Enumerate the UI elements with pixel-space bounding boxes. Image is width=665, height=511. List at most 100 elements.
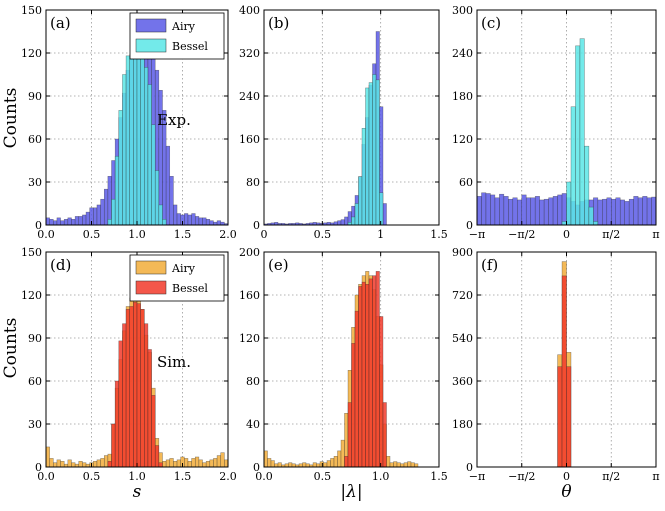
bar-bessel — [118, 340, 123, 468]
bar-bessel — [144, 67, 149, 226]
bar-bessel — [151, 124, 156, 226]
bar-airy — [184, 213, 189, 226]
bar-bessel — [122, 323, 127, 468]
bar-bessel — [147, 84, 152, 226]
bar-airy — [85, 211, 90, 226]
panel-label: (e) — [268, 256, 289, 274]
bar-bessel — [114, 155, 120, 226]
panel-1: 0 0.5 1 1.5 0 80 160 240 320 400 (b) — [239, 4, 448, 241]
bar-airy — [557, 194, 563, 226]
bar-airy — [71, 462, 76, 468]
bar-airy — [202, 217, 207, 226]
bar-bessel — [129, 54, 134, 226]
bar-airy — [326, 460, 331, 468]
x-tick-label: 1 — [377, 228, 384, 241]
bar-airy — [60, 220, 65, 226]
y-tick-label: 120 — [21, 289, 42, 302]
bar-airy — [103, 455, 109, 468]
bar-airy — [49, 458, 54, 468]
x-tick-label: 0.0 — [37, 228, 55, 241]
y-tick-label: 200 — [239, 246, 260, 259]
y-tick-label: 540 — [452, 332, 473, 345]
legend-label: Airy — [171, 20, 196, 33]
bar-airy — [82, 214, 87, 226]
bar-airy — [187, 461, 192, 468]
y-tick-label: 90 — [28, 90, 42, 103]
bar-airy — [165, 145, 171, 226]
x-tick-label: 0 — [563, 228, 570, 241]
bar-airy — [202, 462, 207, 468]
x-tick-label: 0.0 — [37, 470, 55, 483]
bar-airy — [277, 462, 282, 468]
bar-airy — [45, 446, 50, 468]
x-tick-label: −π/2 — [508, 228, 535, 241]
bar-airy — [100, 458, 105, 468]
y-tick-label: 30 — [28, 418, 42, 431]
legend-swatch — [135, 38, 167, 53]
bar-airy — [319, 461, 324, 468]
y-tick-label: 720 — [452, 289, 473, 302]
bar-bessel — [111, 423, 116, 468]
bar-airy — [593, 197, 599, 226]
bar-airy — [78, 461, 83, 468]
plot-frame — [263, 251, 440, 468]
y-tick-label: 240 — [239, 90, 260, 103]
panel-label: (d) — [50, 256, 71, 274]
y-tick-label: 90 — [28, 332, 42, 345]
x-tick-label: 1.0 — [128, 470, 146, 483]
bar-bessel — [162, 219, 167, 226]
bar-bessel — [557, 366, 563, 468]
bar-bessel — [584, 145, 590, 226]
x-tick-label: 2.0 — [219, 470, 237, 483]
bar-airy — [263, 450, 268, 468]
bar-airy — [499, 193, 505, 226]
bar-airy — [340, 219, 345, 226]
bar-bessel — [147, 349, 152, 468]
y-tick-label: 60 — [459, 176, 473, 189]
bar-bessel — [566, 181, 572, 226]
bar-bessel — [151, 395, 156, 468]
bar-bessel — [125, 55, 130, 226]
bar-bessel — [125, 309, 130, 468]
bar-airy — [561, 193, 567, 226]
y-tick-label: 120 — [21, 47, 42, 60]
x-tick-label: 1.5 — [430, 228, 448, 241]
y-tick-label: 60 — [28, 375, 42, 388]
x-tick-label: π — [652, 470, 659, 483]
y-tick-label: 0 — [35, 461, 42, 474]
bar-airy — [67, 217, 72, 226]
bar-bessel — [158, 204, 163, 226]
bar-bessel — [379, 192, 384, 226]
y-tick-label: 320 — [239, 47, 260, 60]
bar-airy — [485, 193, 491, 226]
bar-bessel — [136, 48, 141, 226]
bar-airy — [521, 194, 527, 226]
panel-label: (a) — [50, 14, 71, 32]
x-tick-label: −π — [469, 228, 485, 241]
y-tick-label: 0 — [253, 219, 260, 232]
bar-bessel — [354, 203, 359, 226]
bar-bessel — [566, 366, 572, 468]
bar-bessel — [375, 79, 380, 226]
bar-airy — [56, 459, 61, 468]
bar-bessel — [361, 128, 366, 226]
x-tick-label: π/2 — [602, 470, 620, 483]
x-axis-title: |λ| — [340, 482, 362, 502]
bar-airy — [107, 176, 112, 226]
bar-bessel — [382, 402, 387, 468]
x-tick-label: 0.5 — [83, 470, 101, 483]
y-tick-label: 150 — [21, 4, 42, 17]
bar-airy — [74, 216, 80, 226]
bar-bessel — [133, 301, 138, 468]
bar-bessel — [114, 380, 120, 468]
bar-airy — [302, 462, 307, 468]
x-tick-label: 0.5 — [314, 228, 332, 241]
bar-bessel — [593, 221, 599, 226]
bar-airy — [539, 199, 545, 226]
bar-airy — [209, 220, 214, 226]
bar-airy — [337, 450, 342, 468]
bar-airy — [191, 213, 196, 226]
bar-bessel — [133, 49, 138, 226]
panel-3: 0.0 0.5 1.0 1.5 2.0 0 30 60 90 120 150 (d) Sim. s Airy… — [21, 246, 237, 502]
bar-airy — [56, 217, 61, 226]
